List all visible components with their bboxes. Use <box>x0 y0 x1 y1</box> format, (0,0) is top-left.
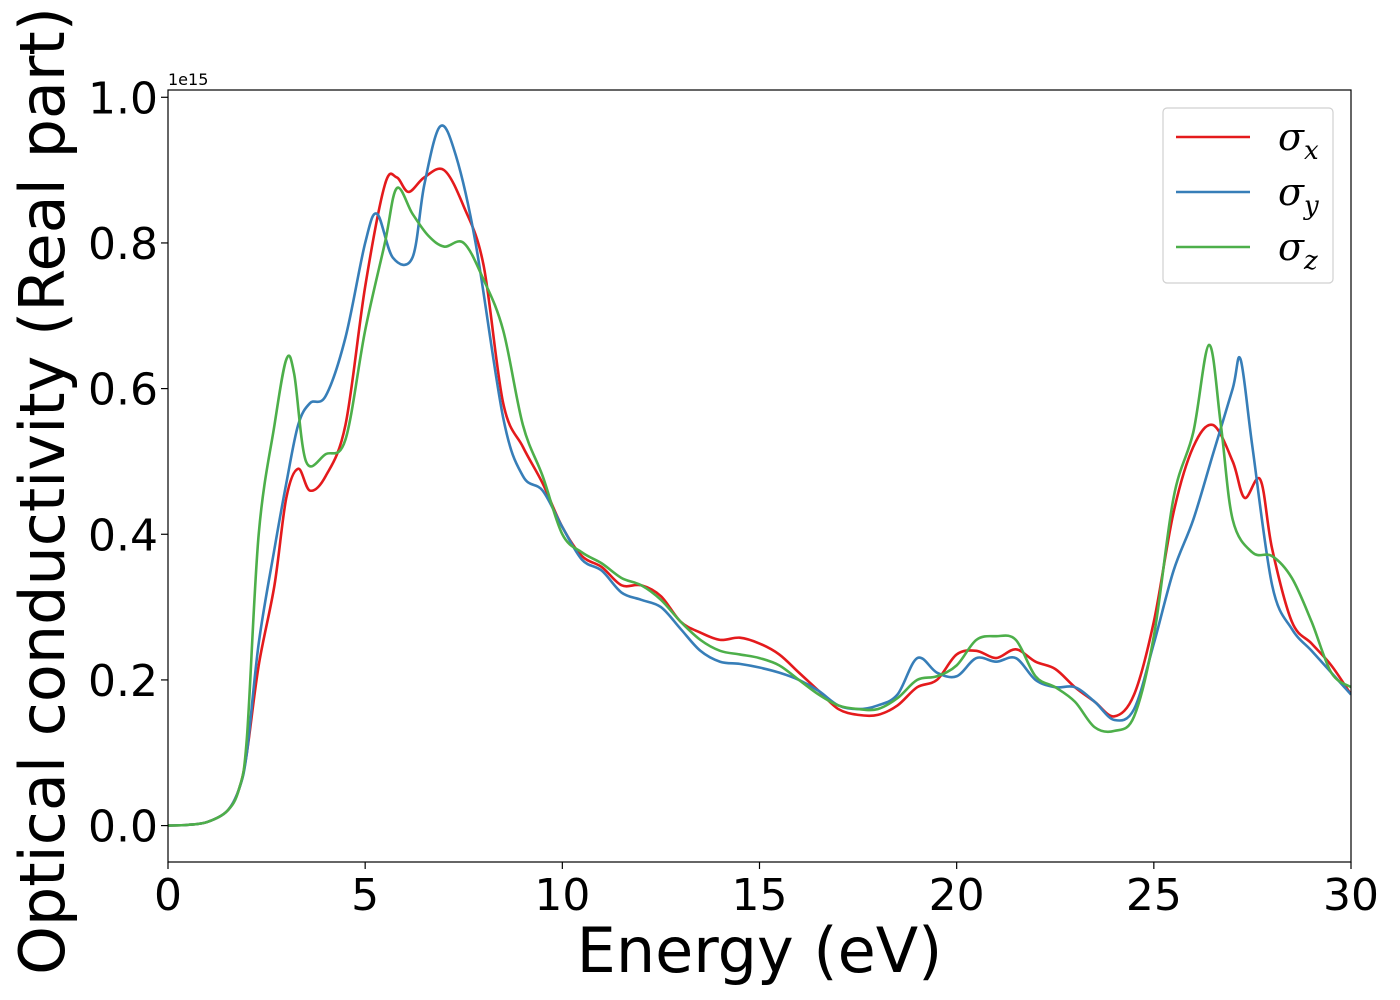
x-tick-label: 5 <box>351 870 379 921</box>
x-tick-label: 10 <box>534 870 590 921</box>
x-tick-label: 30 <box>1323 870 1379 921</box>
legend-label-x: σx <box>1278 115 1319 166</box>
x-ticks: 0 5 10 15 20 25 30 <box>154 862 1379 921</box>
legend-box <box>1162 107 1334 284</box>
y-offset-label: 1e15 <box>168 70 208 89</box>
x-axis-title: Energy (eV) <box>577 914 943 987</box>
legend-label-z: σz <box>1278 225 1318 276</box>
y-tick-label: 0.0 <box>88 802 158 853</box>
series-line-z <box>168 186 1351 827</box>
series-layer <box>168 124 1351 827</box>
x-tick-label: 0 <box>154 870 182 921</box>
y-axis-title: Optical conductivity (Real part) <box>6 7 79 975</box>
y-tick-label: 0.4 <box>88 510 158 561</box>
y-tick-label: 0.8 <box>88 219 158 270</box>
x-tick-label: 25 <box>1126 870 1182 921</box>
x-tick-label: 20 <box>929 870 985 921</box>
legend-label-y: σy <box>1278 170 1319 221</box>
series-line-y <box>168 124 1351 827</box>
y-tick-label: 0.6 <box>88 365 158 416</box>
x-tick-label: 15 <box>732 870 788 921</box>
y-tick-label: 0.2 <box>88 656 158 707</box>
y-tick-label: 1.0 <box>88 73 158 124</box>
y-ticks: 0.0 0.2 0.4 0.6 0.8 1.0 <box>88 73 168 853</box>
